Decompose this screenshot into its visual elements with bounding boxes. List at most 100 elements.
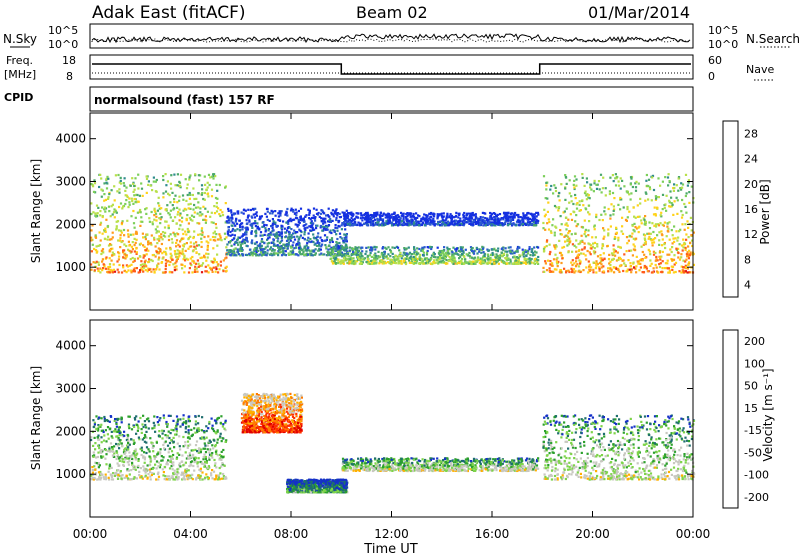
data-cell	[510, 260, 512, 262]
data-cell	[357, 222, 359, 224]
data-cell	[480, 216, 482, 218]
data-cell	[353, 263, 355, 265]
data-cell	[291, 236, 293, 238]
data-cell	[126, 220, 128, 222]
data-cell	[231, 230, 233, 232]
data-cell	[518, 254, 520, 256]
data-cell	[510, 213, 512, 215]
data-cell	[360, 212, 362, 214]
data-cell	[346, 213, 348, 215]
data-cell	[234, 234, 236, 236]
data-cell	[543, 209, 545, 211]
data-cell	[346, 216, 348, 218]
data-cell	[177, 244, 179, 246]
data-cell	[514, 252, 516, 254]
data-cell	[608, 254, 610, 256]
data-cell	[267, 229, 269, 231]
data-cell	[559, 252, 561, 254]
data-cell	[370, 260, 372, 262]
data-cell	[124, 190, 126, 192]
data-cell	[559, 199, 561, 201]
data-cell	[182, 248, 184, 250]
data-cell	[110, 269, 112, 271]
data-cell	[400, 217, 402, 219]
data-cell	[95, 234, 97, 236]
data-cell	[171, 255, 173, 257]
data-cell	[241, 222, 243, 224]
data-cell	[579, 263, 581, 265]
data-cell	[156, 251, 158, 253]
data-cell	[118, 256, 120, 258]
data-cell	[542, 222, 544, 224]
data-cell	[170, 183, 172, 185]
data-cell	[651, 263, 653, 265]
data-cell	[147, 250, 149, 252]
data-cell	[113, 269, 115, 271]
data-cell	[301, 219, 303, 221]
data-cell	[319, 237, 321, 239]
data-cell	[395, 216, 397, 218]
data-cell	[295, 223, 297, 225]
data-cell	[111, 189, 113, 191]
data-cell	[207, 253, 209, 255]
data-cell	[332, 241, 334, 243]
data-cell	[526, 258, 528, 260]
data-cell	[312, 229, 314, 231]
data-cell	[96, 250, 98, 252]
data-cell	[133, 439, 135, 441]
data-cell	[269, 220, 271, 222]
data-cell	[109, 271, 111, 273]
data-cell	[272, 227, 274, 229]
data-cell	[94, 212, 96, 214]
data-cell	[602, 227, 604, 229]
data-cell	[655, 225, 657, 227]
data-cell	[261, 238, 263, 240]
data-cell	[116, 458, 118, 460]
data-cell	[306, 227, 308, 229]
data-cell	[325, 246, 327, 248]
data-cell	[224, 187, 226, 189]
data-cell	[318, 245, 320, 247]
data-cell	[659, 222, 661, 224]
data-cell	[99, 224, 101, 226]
data-cell	[187, 184, 189, 186]
data-cell	[680, 210, 682, 212]
data-cell	[609, 190, 611, 192]
data-cell	[607, 234, 609, 236]
data-cell	[349, 261, 351, 263]
data-cell	[688, 236, 690, 238]
data-cell	[544, 215, 546, 217]
data-cell	[576, 202, 578, 204]
data-cell	[148, 217, 150, 219]
data-cell	[181, 217, 183, 219]
data-cell	[601, 247, 603, 249]
data-cell	[182, 418, 184, 420]
data-cell	[118, 271, 120, 273]
data-cell	[235, 218, 237, 220]
data-cell	[249, 224, 251, 226]
data-cell	[120, 183, 122, 185]
data-cell	[409, 253, 411, 255]
data-cell	[169, 271, 171, 273]
data-cell	[226, 270, 228, 272]
data-cell	[103, 265, 105, 267]
data-cell	[226, 266, 228, 268]
data-cell	[385, 220, 387, 222]
data-cell	[554, 234, 556, 236]
data-cell	[525, 255, 527, 257]
data-cell	[532, 252, 534, 254]
data-cell	[506, 212, 508, 214]
data-cell	[133, 191, 135, 193]
freq-trace	[92, 64, 691, 74]
data-cell	[453, 257, 455, 259]
data-cell	[171, 192, 173, 194]
data-cell	[107, 196, 109, 198]
data-cell	[153, 268, 155, 270]
data-cell	[566, 239, 568, 241]
data-cell	[236, 228, 238, 230]
data-cell	[364, 253, 366, 255]
data-cell	[651, 222, 653, 224]
data-cell	[443, 220, 445, 222]
data-cell	[522, 223, 524, 225]
